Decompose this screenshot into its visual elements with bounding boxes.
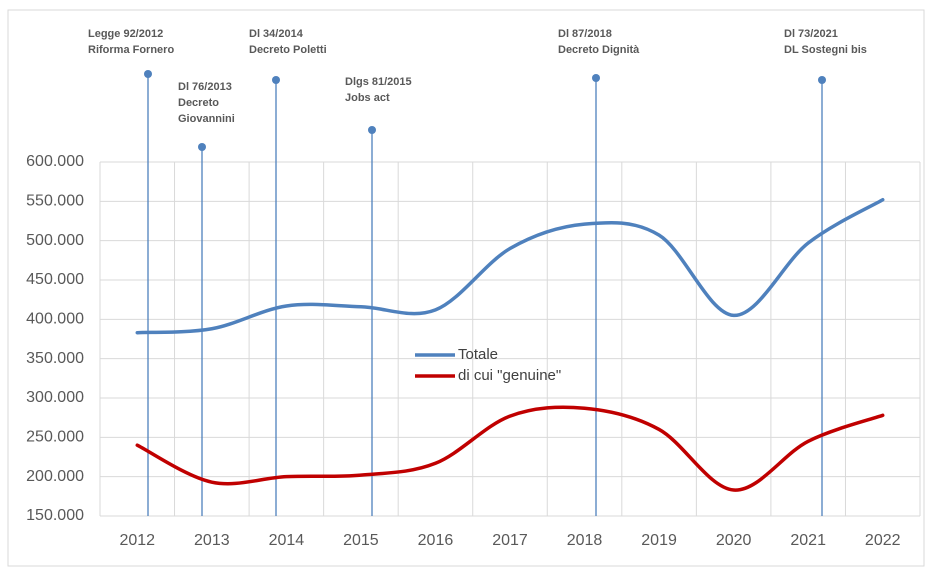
x-tick-label: 2016	[418, 532, 454, 549]
x-tick-label: 2022	[865, 532, 901, 549]
annotation-dot	[368, 126, 376, 134]
annotation-dot	[144, 70, 152, 78]
annotation-label: Dlgs 81/2015	[345, 76, 412, 88]
annotation-label: Legge 92/2012	[88, 28, 163, 40]
x-tick-label: 2018	[567, 532, 603, 549]
x-tick-label: 2014	[269, 532, 305, 549]
x-tick-label: 2020	[716, 532, 752, 549]
y-tick-label: 450.000	[26, 271, 84, 288]
annotation-dot	[818, 76, 826, 84]
annotation-label: Dl 34/2014	[249, 28, 304, 40]
annotation-dot	[272, 76, 280, 84]
legend-label: di cui "genuine"	[458, 367, 561, 384]
series-line	[135, 198, 885, 335]
y-tick-label: 200.000	[26, 468, 84, 485]
annotation-label: Giovannini	[178, 113, 235, 125]
legend-label: Totale	[458, 346, 498, 363]
y-tick-label: 350.000	[26, 350, 84, 367]
annotation-label: Jobs act	[345, 92, 390, 104]
y-tick-label: 400.000	[26, 311, 84, 328]
annotation-label: Riforma Fornero	[88, 44, 174, 56]
x-tick-label: 2017	[492, 532, 528, 549]
series-line	[135, 405, 885, 492]
y-tick-label: 250.000	[26, 429, 84, 446]
annotation-label: Decreto	[178, 97, 219, 109]
annotation-dot	[198, 143, 206, 151]
x-tick-label: 2015	[343, 532, 379, 549]
y-tick-label: 600.000	[26, 153, 84, 170]
y-tick-label: 500.000	[26, 232, 84, 249]
x-tick-label: 2013	[194, 532, 230, 549]
annotation-dot	[592, 74, 600, 82]
y-tick-label: 150.000	[26, 507, 84, 524]
y-tick-label: 550.000	[26, 193, 84, 210]
annotation-label: DL Sostegni bis	[784, 44, 867, 56]
x-tick-label: 2012	[119, 532, 155, 549]
annotation-label: Dl 73/2021	[784, 28, 838, 40]
y-tick-label: 300.000	[26, 389, 84, 406]
annotation-label: Decreto Dignità	[558, 44, 640, 56]
annotation-label: Dl 87/2018	[558, 28, 612, 40]
x-tick-label: 2021	[790, 532, 826, 549]
annotation-label: Decreto Poletti	[249, 44, 327, 56]
annotation-label: Dl 76/2013	[178, 81, 232, 93]
x-tick-label: 2019	[641, 532, 677, 549]
